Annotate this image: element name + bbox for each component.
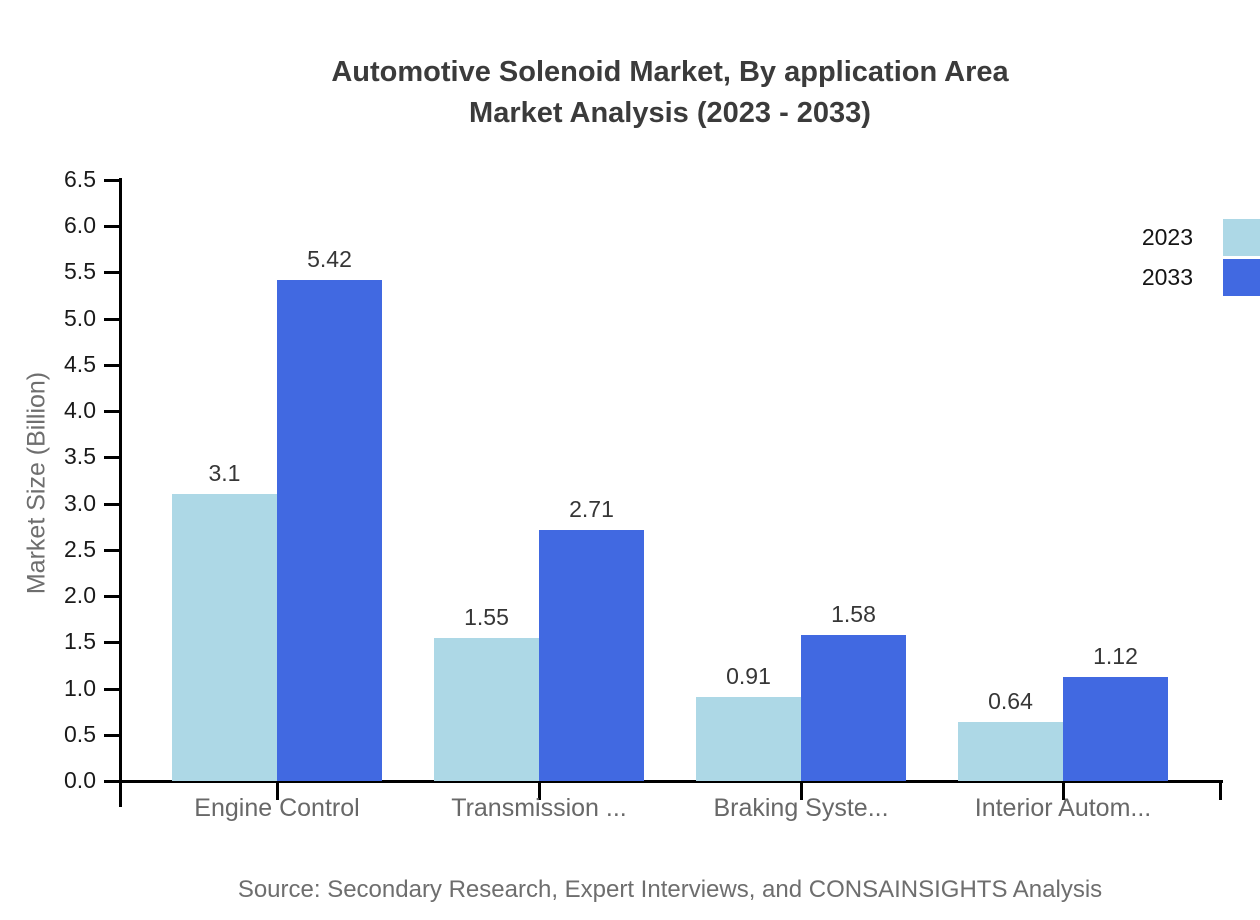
bar-2023-3 [696,697,801,781]
bar-value-label: 0.91 [726,663,771,689]
y-axis-tick-label: 0.5 [64,720,96,747]
y-axis-tick [104,502,119,506]
y-axis-tick [104,641,119,645]
bar-2023-2 [434,638,539,781]
y-axis-tick-label: 6.5 [64,166,96,192]
y-axis-tick [104,225,119,229]
bar-value-label: 0.64 [988,688,1033,714]
x-axis-tick [276,782,279,800]
y-axis-tick-label: 2.0 [64,582,96,609]
bar-value-label: 5.42 [307,246,352,272]
x-axis-category-label: Braking Syste... [713,794,889,822]
bar-2023-4 [958,722,1063,781]
bar-2033-2 [539,530,644,781]
legend-swatch-2033 [1223,259,1260,296]
bar-value-label: 2.71 [569,496,614,522]
x-axis-category-label: Engine Control [194,794,360,822]
y-axis-tick-label: 2.5 [64,535,96,562]
y-axis-tick-label: 6.0 [64,212,96,239]
x-axis-category-label: Transmission ... [451,794,627,822]
y-axis-tick [104,410,119,414]
x-axis-end-tick [1219,782,1222,800]
bar-value-label: 3.1 [208,460,241,486]
bar-2033-3 [801,635,906,781]
y-axis-tick [104,548,119,552]
chart-title-line-1: Automotive Solenoid Market, By applicati… [331,56,1009,88]
y-axis-tick [104,271,119,275]
y-axis-tick-label: 3.5 [64,443,96,470]
x-axis-category-label: Interior Autom... [974,794,1152,822]
bar-value-label: 1.55 [464,604,509,630]
bar-value-label: 1.12 [1093,643,1138,669]
y-axis-tick-label: 3.0 [64,489,96,516]
x-axis-line [119,780,1223,783]
y-axis-tick [104,456,119,460]
legend-swatch-2023 [1223,219,1260,256]
chart-title-line-2: Market Analysis (2023 - 2033) [469,97,871,129]
bar-value-label: 1.58 [831,601,876,627]
y-axis-tick [104,733,119,737]
y-axis-tick [104,595,119,599]
bar-2033-1 [277,280,382,781]
bar-2023-1 [172,494,277,781]
y-axis-tick-label: 1.0 [64,674,96,701]
x-axis-tick [1062,782,1065,800]
y-axis-tick-label: 0.0 [64,767,96,793]
y-axis-tick [104,687,119,691]
source-attribution: Source: Secondary Research, Expert Inter… [237,876,1103,903]
y-axis-tick-label: 5.5 [64,258,96,285]
y-axis-tick [104,363,119,367]
x-axis-tick [538,782,541,800]
y-axis-tick [104,179,119,182]
y-axis-tick-label: 4.5 [64,350,96,377]
y-axis-tick-label: 4.0 [64,397,96,424]
y-axis-line [119,178,122,807]
bar-2033-4 [1063,677,1168,781]
y-axis-tick-label: 5.0 [64,304,96,331]
chart-title: Automotive Solenoid Market, By applicati… [90,52,1250,134]
legend-label-2033: 2033 [1141,264,1193,290]
y-axis-tick-label: 1.5 [64,628,96,655]
y-axis-tick [104,780,119,783]
y-axis-tick [104,317,119,321]
legend-label-2023: 2023 [1141,224,1193,250]
x-axis-tick [800,782,803,800]
